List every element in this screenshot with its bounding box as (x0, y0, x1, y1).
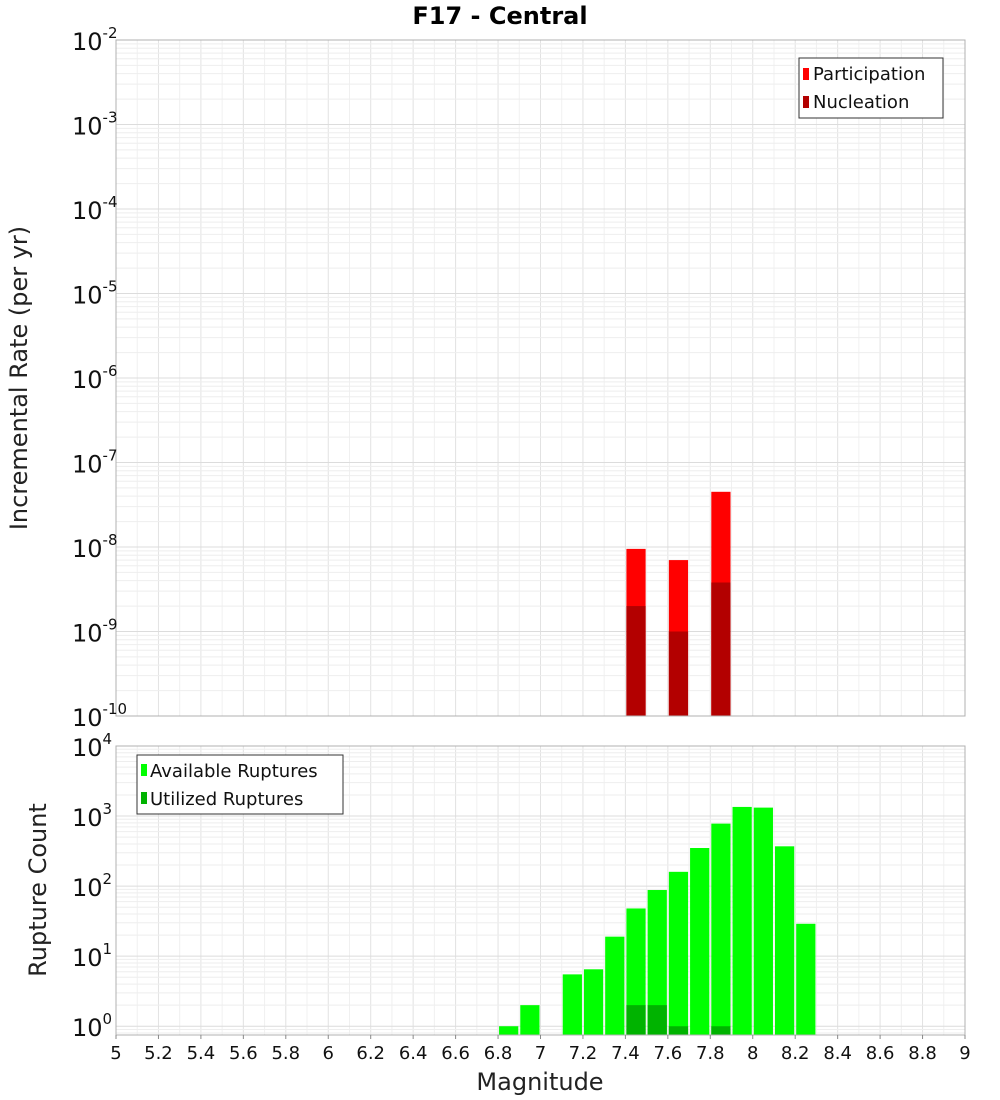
chart-title: F17 - Central (412, 2, 587, 30)
top-y-tick-labels: 10-2 10-3 10-4 10-5 10-6 10-7 10-8 10-9 10-10 (72, 24, 127, 732)
x-tick-label: 8.4 (823, 1043, 852, 1064)
bottom-bars (499, 806, 816, 1035)
x-tick-label: 5.4 (187, 1043, 216, 1064)
bottom-bar-available-ruptures (711, 823, 731, 1035)
bottom-legend: Available Ruptures Utilized Ruptures (136, 754, 344, 815)
legend-label-participation: Participation (813, 64, 925, 85)
bottom-bar-available-ruptures (647, 890, 667, 1035)
x-tick-label: 8.6 (866, 1043, 895, 1064)
x-tick-label: 8 (747, 1043, 758, 1064)
bottom-bar-available-ruptures (605, 936, 625, 1035)
top-bar-nucleation (711, 582, 731, 716)
x-tick-label: 6.8 (484, 1043, 513, 1064)
bottom-bar-available-ruptures (499, 1026, 519, 1035)
top-gridlines (115, 39, 966, 717)
bottom-y-tick-label: 102 (72, 870, 112, 902)
top-y-tick-label: 10-4 (72, 193, 118, 225)
x-tick-label: 7.2 (569, 1043, 598, 1064)
top-y-tick-label: 10-5 (72, 278, 118, 310)
x-tick-label: 9 (959, 1043, 970, 1064)
bottom-bar-available-ruptures (796, 923, 816, 1035)
x-axis-label: Magnitude (476, 1068, 603, 1096)
x-tick-label: 5.6 (229, 1043, 258, 1064)
x-tick-label: 8.2 (781, 1043, 810, 1064)
top-bar-nucleation (626, 606, 646, 716)
top-bars (626, 491, 731, 716)
legend-label-available: Available Ruptures (150, 761, 318, 782)
bottom-bar-available-ruptures (562, 974, 582, 1035)
bottom-y-tick-label: 104 (72, 730, 112, 762)
bottom-bar-utilized-ruptures (626, 1005, 646, 1035)
top-y-tick-label: 10-7 (72, 447, 118, 479)
x-tick-label: 7.6 (654, 1043, 683, 1064)
x-tick-label: 7.4 (611, 1043, 640, 1064)
legend-swatch-participation (803, 68, 809, 80)
top-plot-border (115, 39, 966, 717)
bottom-bar-available-ruptures (753, 807, 773, 1035)
x-tick-label: 7 (535, 1043, 546, 1064)
bottom-bar-available-ruptures (668, 871, 689, 1035)
top-y-tick-label: 10-9 (72, 616, 118, 648)
bottom-y-axis-label: Rupture Count (24, 803, 52, 977)
bottom-y-tick-label: 100 (72, 1010, 112, 1042)
x-tick-label: 7.8 (696, 1043, 725, 1064)
bottom-bar-available-ruptures (732, 806, 752, 1035)
x-tick-label: 5 (110, 1043, 121, 1064)
bottom-y-tick-label: 103 (72, 800, 112, 832)
x-tick-label: 8.8 (908, 1043, 937, 1064)
x-tick-label: 6.2 (356, 1043, 385, 1064)
legend-swatch-nucleation (803, 96, 809, 108)
x-tick-label: 5.8 (271, 1043, 300, 1064)
bottom-bar-utilized-ruptures (647, 1005, 667, 1035)
top-legend-box (798, 57, 944, 119)
bottom-plot: 104 103 102 101 100 5 5.2 5.4 5.6 5.8 6 6.2 6.4 6.6 6… (24, 730, 971, 1096)
bottom-bar-utilized-ruptures (668, 1026, 689, 1035)
legend-label-utilized: Utilized Ruptures (150, 789, 303, 810)
top-plot: 10-2 10-3 10-4 10-5 10-6 10-7 10-8 10-9 10-10 In… (5, 24, 966, 732)
x-tick-label: 6.6 (441, 1043, 470, 1064)
top-y-tick-label: 10-2 (72, 24, 118, 56)
bottom-bar-available-ruptures (690, 848, 710, 1035)
top-y-tick-label: 10-6 (72, 362, 118, 394)
x-tick-label: 6.4 (399, 1043, 428, 1064)
top-legend: Participation Nucleation (798, 57, 944, 119)
bottom-bar-available-ruptures (774, 846, 795, 1035)
bottom-bar-available-ruptures (626, 908, 646, 1035)
bottom-bar-available-ruptures (520, 1005, 540, 1035)
bottom-bar-utilized-ruptures (711, 1026, 731, 1035)
legend-label-nucleation: Nucleation (813, 92, 909, 113)
top-bar-nucleation (668, 631, 689, 716)
legend-swatch-available (141, 764, 147, 776)
bottom-y-tick-label: 101 (72, 940, 112, 972)
bottom-bar-available-ruptures (583, 969, 604, 1035)
bottom-legend-box (136, 754, 344, 815)
x-tick-labels: 5 5.2 5.4 5.6 5.8 6 6.2 6.4 6.6 6.8 7 7.2 7.4 7.6 7.8 8… (110, 1035, 971, 1064)
top-y-axis-label: Incremental Rate (per yr) (5, 226, 33, 530)
legend-swatch-utilized (141, 792, 147, 804)
top-y-tick-label: 10-8 (72, 531, 118, 563)
x-tick-label: 6 (323, 1043, 334, 1064)
bottom-y-tick-labels: 104 103 102 101 100 (72, 730, 112, 1042)
x-tick-label: 5.2 (144, 1043, 173, 1064)
top-y-tick-label: 10-10 (72, 700, 127, 732)
top-y-tick-label: 10-3 (72, 109, 118, 141)
